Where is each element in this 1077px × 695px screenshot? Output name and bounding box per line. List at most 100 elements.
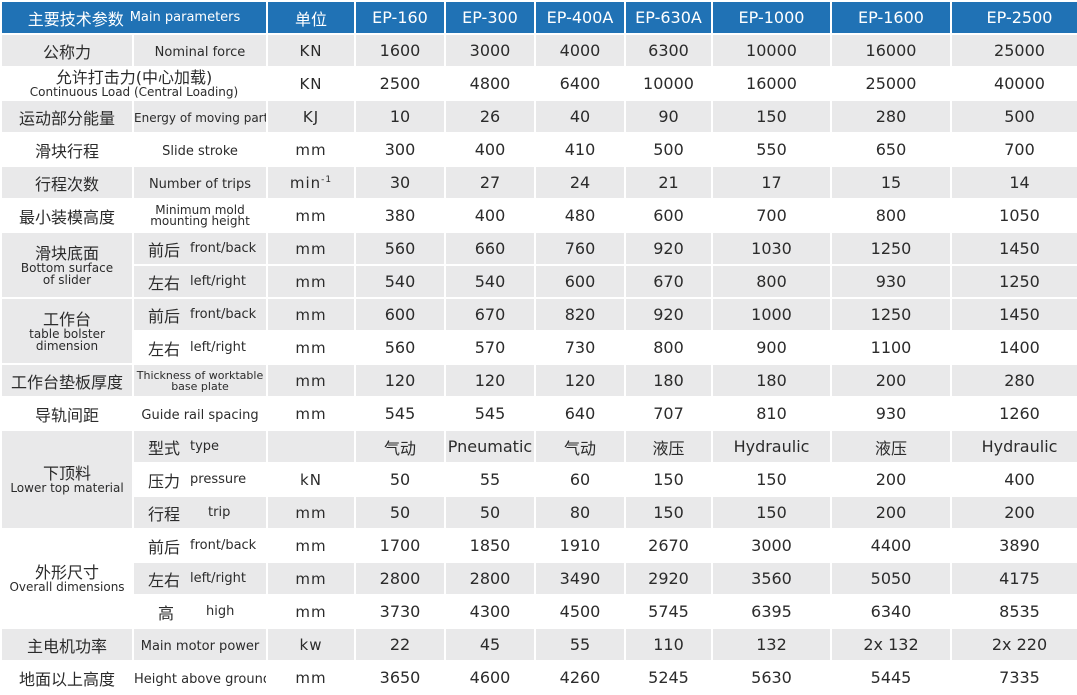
- sub-label-en: front/back: [190, 307, 257, 322]
- unit-cell: min-1: [268, 167, 354, 198]
- label-en: Lower top material: [10, 481, 124, 495]
- label-en: Energy of moving parts: [134, 111, 266, 125]
- table-row: 左右 left/right mm 2800 2800 3490 2920 3560…: [2, 563, 1077, 594]
- value-cell: 800: [832, 200, 950, 231]
- value-cell: 14: [952, 167, 1077, 198]
- unit-cell: mm: [268, 299, 354, 330]
- value-cell: 120: [536, 365, 624, 396]
- row-label-cn: 公称力: [2, 35, 132, 66]
- header-param-en: Main parameters: [129, 10, 241, 25]
- value-cell: 10000: [713, 35, 830, 66]
- value-cell: 2x 132: [832, 629, 950, 660]
- sub-label-cn: 前后: [148, 306, 181, 326]
- unit-cell: mm: [268, 134, 354, 165]
- unit-cell: KN: [268, 68, 354, 99]
- value-cell: 3560: [713, 563, 830, 594]
- sub-label: 型式 type: [134, 431, 266, 462]
- label-en: Height above ground: [134, 672, 266, 687]
- value-cell: 4300: [446, 596, 534, 627]
- label-en: table bolster: [29, 326, 105, 341]
- value-cell: 3650: [356, 662, 444, 693]
- unit-cell: kw: [268, 629, 354, 660]
- value-cell: 3490: [536, 563, 624, 594]
- value-cell: 3000: [713, 530, 830, 561]
- value-cell: 700: [952, 134, 1077, 165]
- sub-label: 左右 left/right: [134, 563, 266, 594]
- value-cell: 4175: [952, 563, 1077, 594]
- header-unit: 单位: [268, 2, 354, 33]
- sub-label-en: trip: [208, 505, 231, 520]
- sub-label-cn: 高: [158, 603, 175, 623]
- value-cell: 30: [356, 167, 444, 198]
- value-cell: 8535: [952, 596, 1077, 627]
- value-cell: 3890: [952, 530, 1077, 561]
- header-model: EP-2500: [952, 2, 1077, 33]
- table-row: 滑块底面 Bottom surface of slider 前后 front/back…: [2, 233, 1077, 297]
- sub-label: 高 high: [134, 596, 266, 627]
- sub-label-en: front/back: [190, 538, 257, 553]
- value-cell: 4260: [536, 662, 624, 693]
- label-cn: 工作台: [42, 309, 91, 329]
- value-cell: 550: [713, 134, 830, 165]
- sub-label-cn: 左右: [148, 339, 181, 359]
- value-cell: 1050: [952, 200, 1077, 231]
- value-cell: 7335: [952, 662, 1077, 693]
- value-cell: 545: [446, 398, 534, 429]
- value-cell: 540: [446, 266, 534, 297]
- value-cell: 150: [626, 497, 711, 528]
- sub-label-en: pressure: [190, 472, 247, 487]
- value-cell: 540: [356, 266, 444, 297]
- group-label: 工作台 table bolster dimension: [2, 299, 132, 363]
- table-row: 高 high mm 3730 4300 4500 5745 6395 6340 8…: [2, 596, 1077, 627]
- value-cell: 930: [832, 398, 950, 429]
- table-row: 主电机功率 Main motor power kw 22 45 55 110 1…: [2, 629, 1077, 660]
- label-en: Minimum mold: [155, 202, 245, 217]
- value-cell: 280: [952, 365, 1077, 396]
- value-cell: 16000: [832, 35, 950, 66]
- value-cell: 液压: [832, 431, 950, 462]
- sub-label: 前后 front/back: [134, 530, 266, 561]
- sub-label-en: left/right: [190, 571, 246, 586]
- value-cell: 1450: [952, 233, 1077, 264]
- value-cell: 600: [626, 200, 711, 231]
- value-cell: Hydraulic: [713, 431, 830, 462]
- row-label-en: Nominal force: [134, 35, 266, 66]
- value-cell: 560: [356, 233, 444, 264]
- value-cell: 400: [446, 200, 534, 231]
- header-model: EP-1000: [713, 2, 830, 33]
- value-cell: Hydraulic: [952, 431, 1077, 462]
- table-row: 左右 left/right mm 560 570 730 800 900 1100…: [2, 332, 1077, 363]
- header-model: EP-630A: [626, 2, 711, 33]
- label-en: Thickness of worktable: [136, 368, 264, 382]
- value-cell: 400: [446, 134, 534, 165]
- label-en: Main motor power: [140, 639, 260, 654]
- table-row: 公称力 Nominal force KN 1600 3000 4000 6300…: [2, 35, 1077, 66]
- header-model: EP-160: [356, 2, 444, 33]
- table-row: 允许打击力(中心加载) Continuous Load (Central Load…: [2, 68, 1077, 99]
- value-cell: 50: [446, 497, 534, 528]
- table-row: 外形尺寸 Overall dimensions 前后 front/back mm 1…: [2, 530, 1077, 627]
- value-cell: 50: [356, 464, 444, 495]
- sub-label: 前后 front/back: [134, 233, 266, 264]
- value-cell: 400: [952, 464, 1077, 495]
- row-label-en: Slide stroke: [134, 134, 266, 165]
- value-cell: 2670: [626, 530, 711, 561]
- value-cell: 气动: [536, 431, 624, 462]
- value-cell: 10: [356, 101, 444, 132]
- value-cell: 120: [356, 365, 444, 396]
- sub-label-en: type: [190, 439, 220, 454]
- value-cell: 120: [446, 365, 534, 396]
- value-cell: 200: [832, 497, 950, 528]
- row-label: 允许打击力(中心加载) Continuous Load (Central Load…: [2, 68, 266, 99]
- row-label-cn: 主电机功率: [2, 629, 132, 660]
- value-cell: 1250: [952, 266, 1077, 297]
- sub-label-en: left/right: [190, 274, 246, 289]
- value-cell: 660: [446, 233, 534, 264]
- unit-cell: [268, 431, 354, 462]
- value-cell: 40: [536, 101, 624, 132]
- value-cell: 570: [446, 332, 534, 363]
- table-row: 压力 pressure kN 50 55 60 150 150 200 400: [2, 464, 1077, 495]
- value-cell: 气动: [356, 431, 444, 462]
- sub-label: 压力 pressure: [134, 464, 266, 495]
- value-cell: 4400: [832, 530, 950, 561]
